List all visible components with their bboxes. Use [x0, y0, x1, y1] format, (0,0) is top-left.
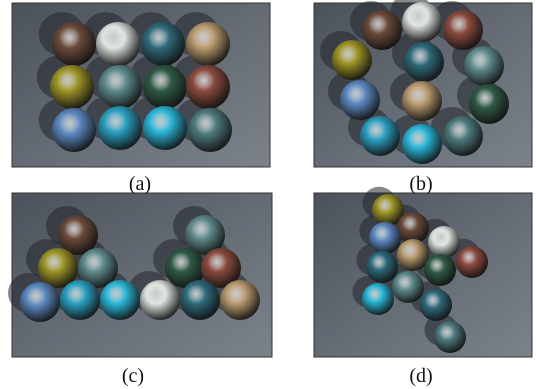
- sphere: [60, 280, 100, 320]
- panel-label: (c): [122, 365, 144, 387]
- sphere: [402, 2, 442, 42]
- sphere: [186, 22, 230, 66]
- sphere: [469, 84, 509, 124]
- sphere: [141, 22, 185, 66]
- sphere: [96, 22, 140, 66]
- sphere: [402, 124, 442, 164]
- sphere: [50, 65, 94, 109]
- sphere: [369, 222, 401, 254]
- figure: (a) (b) (c) (d): [0, 0, 536, 389]
- sphere: [428, 226, 460, 258]
- panel-label: (b): [409, 173, 432, 195]
- sphere: [392, 271, 424, 303]
- panel-label: (a): [129, 173, 151, 195]
- sphere: [404, 42, 444, 82]
- sphere: [402, 81, 442, 121]
- sphere: [52, 108, 96, 152]
- sphere: [340, 80, 380, 120]
- sphere: [362, 283, 394, 315]
- sphere: [420, 289, 452, 321]
- panel-label: (d): [409, 365, 432, 387]
- sphere: [98, 106, 142, 150]
- sphere: [464, 46, 504, 86]
- sphere: [52, 22, 96, 66]
- sphere: [186, 65, 230, 109]
- sphere: [140, 280, 180, 320]
- sphere: [100, 280, 140, 320]
- sphere: [143, 65, 187, 109]
- sphere: [443, 10, 483, 50]
- sphere: [143, 106, 187, 150]
- sphere: [397, 239, 429, 271]
- sphere: [443, 116, 483, 156]
- sphere: [456, 246, 488, 278]
- sphere: [220, 280, 260, 320]
- sphere: [180, 280, 220, 320]
- sphere: [360, 116, 400, 156]
- sphere: [424, 254, 456, 286]
- sphere: [332, 40, 372, 80]
- sphere: [98, 65, 142, 109]
- sphere: [188, 108, 232, 152]
- sphere: [362, 10, 402, 50]
- sphere: [366, 251, 398, 283]
- sphere: [434, 321, 466, 353]
- sphere: [20, 282, 60, 322]
